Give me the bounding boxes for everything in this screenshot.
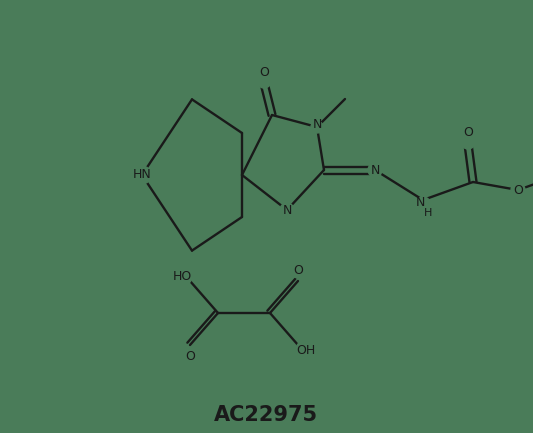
Text: N: N — [312, 119, 322, 132]
Text: HN: HN — [133, 168, 151, 181]
Circle shape — [511, 183, 525, 197]
Text: N: N — [415, 197, 425, 210]
Circle shape — [368, 163, 382, 177]
Text: O: O — [293, 264, 303, 277]
Text: HO: HO — [172, 269, 192, 282]
Text: O: O — [513, 184, 523, 197]
Circle shape — [415, 197, 431, 213]
Text: H: H — [424, 208, 432, 218]
Text: O: O — [463, 126, 473, 139]
Text: N: N — [282, 204, 292, 216]
Circle shape — [133, 166, 151, 184]
Text: N: N — [370, 164, 379, 177]
Text: AC22975: AC22975 — [214, 405, 318, 425]
Circle shape — [461, 135, 475, 149]
Circle shape — [291, 264, 305, 278]
Circle shape — [296, 340, 316, 360]
Circle shape — [257, 74, 271, 88]
Circle shape — [280, 203, 294, 217]
Text: O: O — [185, 349, 195, 362]
Circle shape — [172, 266, 192, 286]
Circle shape — [311, 121, 323, 133]
Text: OH: OH — [296, 343, 316, 356]
Text: O: O — [259, 67, 269, 80]
Circle shape — [183, 348, 197, 362]
